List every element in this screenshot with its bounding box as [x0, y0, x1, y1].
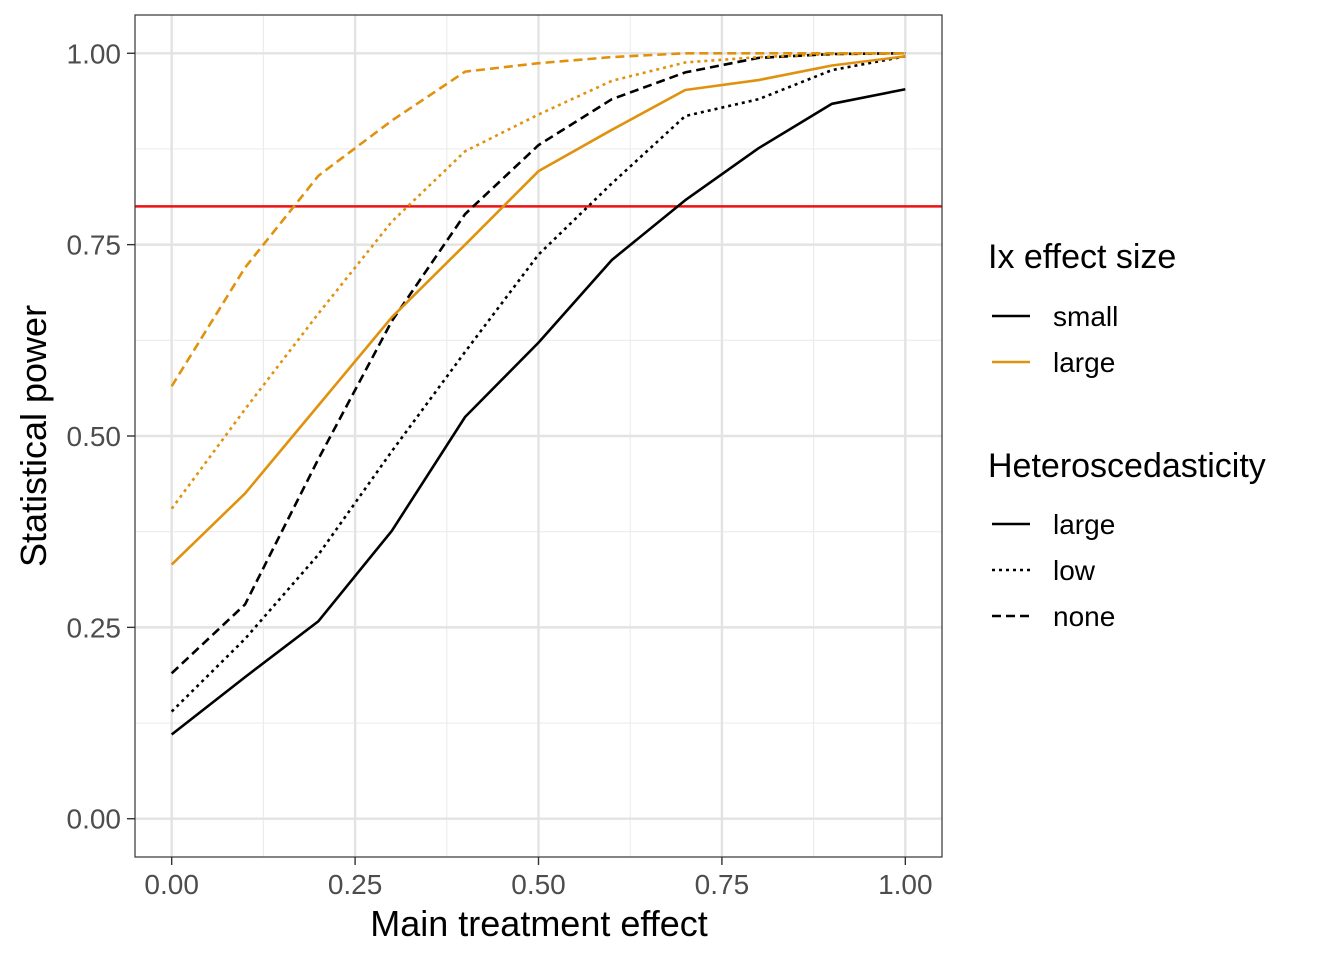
- x-axis-ticks: 0.00 0.25 0.50 0.75 1.00: [144, 857, 933, 900]
- major-gridlines: [135, 15, 942, 857]
- series-line-small-ix-low-het: [170, 55, 906, 713]
- legend-label-small: small: [1053, 301, 1118, 332]
- legend-color-title: Ix effect size: [988, 238, 1176, 276]
- legend-label-het-large: large: [1053, 509, 1115, 540]
- x-tick-label: 1.00: [878, 869, 933, 900]
- x-tick-label: 0.50: [511, 869, 566, 900]
- x-tick-label: 0.00: [144, 869, 199, 900]
- legend-label-het-none: none: [1053, 601, 1115, 632]
- x-axis-label: Main treatment effect: [370, 903, 708, 944]
- y-tick-label: 0.75: [67, 230, 122, 261]
- legend-label-het-low: low: [1053, 555, 1096, 586]
- y-tick-label: 0.25: [67, 612, 122, 643]
- series-line-small-ix-large-het: [170, 87, 906, 736]
- legend-linetype-title: Heteroscedasticity: [988, 447, 1266, 485]
- legend-label-large: large: [1053, 347, 1115, 378]
- x-tick-label: 0.25: [328, 869, 383, 900]
- y-axis-label: Statistical power: [13, 305, 54, 567]
- legend-linetype-items: large low none: [992, 509, 1115, 632]
- y-axis-ticks: 0.00 0.25 0.50 0.75 1.00: [67, 38, 135, 835]
- y-tick-label: 0.50: [67, 421, 122, 452]
- series-line-large-ix-large-het: [170, 55, 906, 566]
- series-line-large-ix-none-het: [170, 51, 906, 387]
- series-line-large-ix-low-het: [170, 51, 906, 510]
- series-layer: [170, 51, 906, 736]
- x-tick-label: 0.75: [695, 869, 750, 900]
- legend-color-items: small large: [992, 301, 1118, 378]
- y-tick-label: 0.00: [67, 804, 122, 835]
- y-tick-label: 1.00: [67, 38, 122, 69]
